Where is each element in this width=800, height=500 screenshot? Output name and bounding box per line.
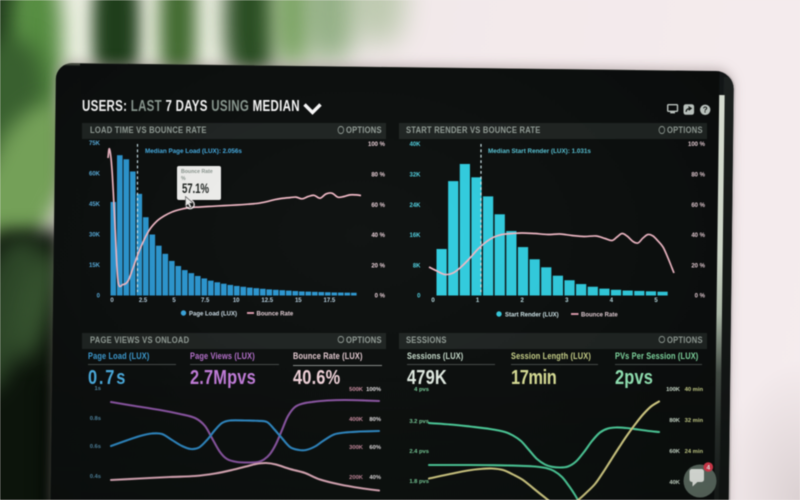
- svg-text:0: 0: [110, 298, 114, 304]
- svg-text:100 %: 100 %: [688, 142, 706, 148]
- svg-text:5: 5: [654, 298, 658, 304]
- svg-text:0: 0: [431, 298, 435, 304]
- svg-text:24K: 24K: [409, 203, 421, 209]
- svg-text:20 %: 20 %: [691, 263, 705, 269]
- svg-text:30K: 30K: [89, 233, 101, 239]
- svg-text:2: 2: [521, 298, 525, 304]
- svg-text:32K: 32K: [409, 173, 421, 179]
- svg-text:?: ?: [703, 106, 708, 115]
- svg-text:1: 1: [476, 298, 480, 304]
- svg-text:60K: 60K: [89, 172, 101, 178]
- svg-text:0 %: 0 %: [375, 294, 386, 300]
- svg-text:3: 3: [565, 298, 569, 304]
- svg-text:15: 15: [295, 298, 302, 304]
- svg-text:12.5: 12.5: [261, 298, 273, 304]
- svg-text:Bounce Rate: Bounce Rate: [257, 312, 294, 318]
- svg-text:0 %: 0 %: [695, 294, 706, 300]
- svg-text:Bounce Rate: Bounce Rate: [581, 313, 618, 319]
- svg-text:80 %: 80 %: [691, 173, 705, 179]
- svg-text:2.5: 2.5: [139, 298, 148, 304]
- svg-text:60 %: 60 %: [691, 203, 705, 209]
- svg-text:0: 0: [417, 294, 421, 300]
- svg-text:Page Load (LUX): Page Load (LUX): [189, 312, 237, 318]
- svg-text:45K: 45K: [89, 202, 101, 208]
- svg-text:17.5: 17.5: [324, 298, 336, 304]
- svg-text:7.5: 7.5: [201, 298, 210, 304]
- svg-text:4: 4: [610, 298, 614, 304]
- svg-text:100 %: 100 %: [368, 142, 386, 148]
- svg-text:0: 0: [97, 294, 101, 300]
- svg-text:4: 4: [706, 465, 710, 472]
- svg-text:80 %: 80 %: [371, 173, 385, 179]
- svg-text:15K: 15K: [89, 263, 101, 269]
- svg-text:40 %: 40 %: [691, 233, 705, 239]
- svg-text:5: 5: [172, 298, 176, 304]
- svg-text:40K: 40K: [409, 142, 421, 148]
- svg-text:Median Page Load (LUX): 2.056s: Median Page Load (LUX): 2.056s: [145, 148, 242, 155]
- svg-text:8K: 8K: [413, 263, 421, 269]
- svg-text:60 %: 60 %: [371, 203, 385, 209]
- svg-text:16K: 16K: [409, 233, 421, 239]
- svg-text:10: 10: [233, 298, 240, 304]
- svg-text:Median Start Render (LUX): 1.0: Median Start Render (LUX): 1.031s: [488, 148, 591, 155]
- svg-text:Start Render (LUX): Start Render (LUX): [505, 313, 559, 319]
- svg-text:20 %: 20 %: [371, 263, 385, 269]
- svg-text:75K: 75K: [89, 141, 101, 147]
- svg-text:40 %: 40 %: [371, 233, 385, 239]
